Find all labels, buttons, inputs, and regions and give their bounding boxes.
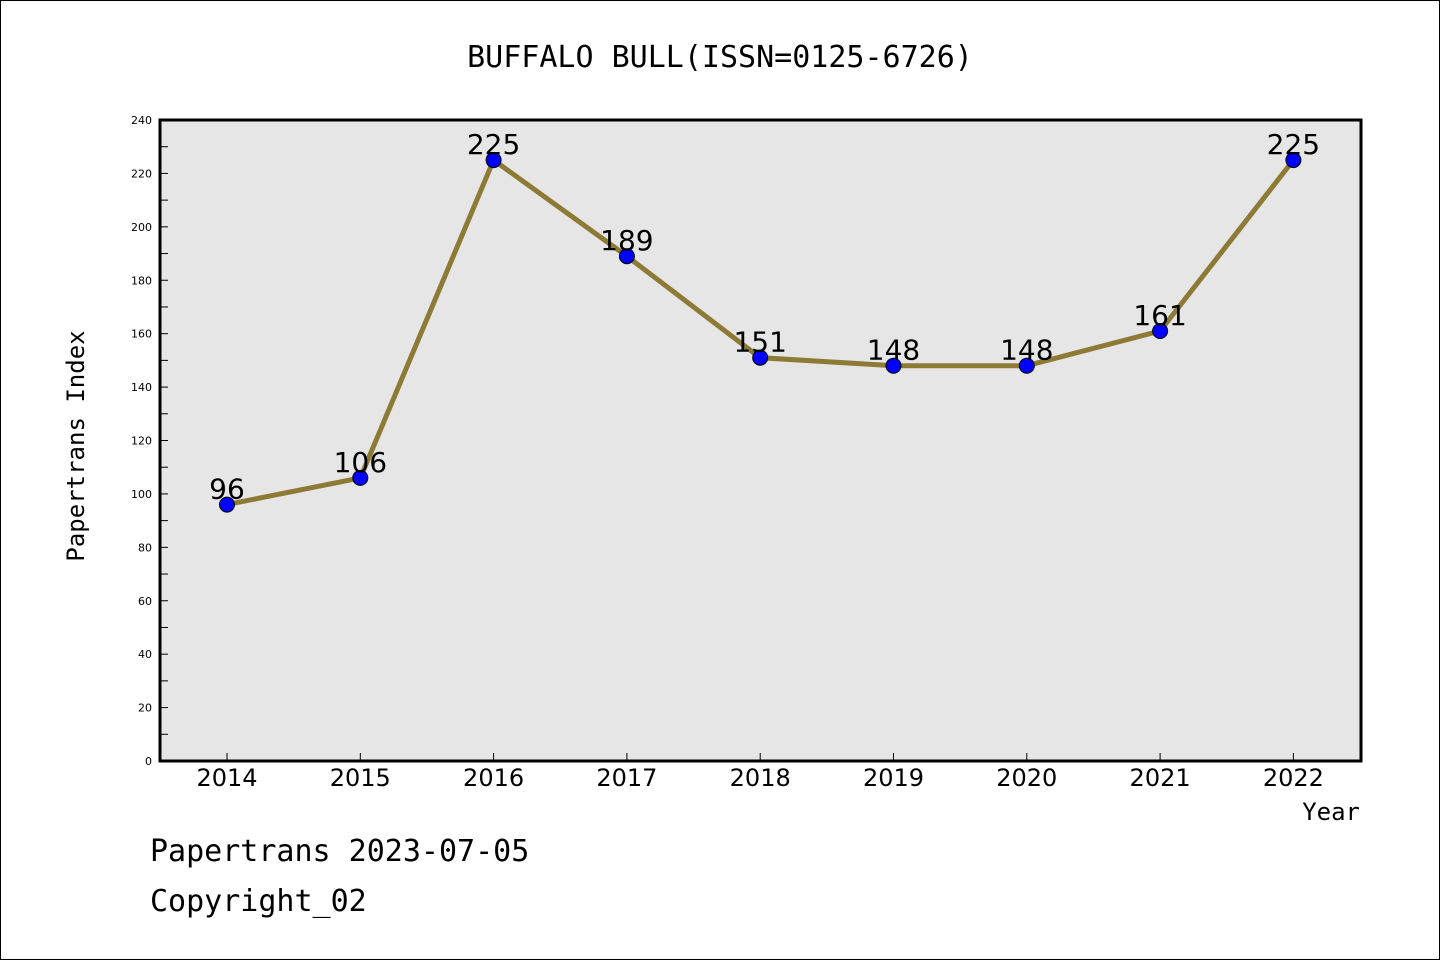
data-point bbox=[618, 248, 635, 265]
data-label: 96 bbox=[209, 473, 245, 506]
y-tick-label: 60 bbox=[138, 595, 152, 608]
data-label: 148 bbox=[867, 334, 920, 367]
data-point bbox=[485, 152, 502, 169]
x-tick-label: 2019 bbox=[863, 764, 924, 792]
data-label: 161 bbox=[1133, 299, 1186, 332]
x-tick-label: 2014 bbox=[196, 764, 257, 792]
y-tick-label: 240 bbox=[131, 114, 152, 127]
y-tick-label: 220 bbox=[131, 167, 152, 180]
y-tick-label: 180 bbox=[131, 274, 152, 287]
y-tick-label: 140 bbox=[131, 381, 152, 394]
y-tick-label: 20 bbox=[138, 702, 152, 715]
y-tick-label: 120 bbox=[131, 435, 152, 448]
y-tick-label: 80 bbox=[138, 541, 152, 554]
x-tick-label: 2018 bbox=[730, 764, 791, 792]
y-axis-label: Papertrans Index bbox=[62, 330, 90, 561]
footer-copyright: Copyright_02 bbox=[150, 884, 367, 919]
data-label: 148 bbox=[1000, 334, 1053, 367]
y-tick-label: 160 bbox=[131, 328, 152, 341]
y-tick-label: 40 bbox=[138, 648, 152, 661]
x-tick-label: 2016 bbox=[463, 764, 524, 792]
series-markers bbox=[219, 152, 1302, 513]
y-tick-label: 200 bbox=[131, 221, 152, 234]
data-label: 151 bbox=[733, 326, 786, 359]
y-axis: 0 20 40 60 80 100 120 140 160 180 200 220 240 bbox=[131, 114, 168, 768]
data-label: 225 bbox=[1267, 128, 1320, 161]
x-tick-label: 2021 bbox=[1130, 764, 1191, 792]
data-point bbox=[1285, 152, 1302, 169]
x-tick-label: 2020 bbox=[996, 764, 1057, 792]
data-point bbox=[885, 357, 902, 374]
data-label: 189 bbox=[600, 224, 653, 257]
data-point bbox=[1152, 322, 1169, 339]
y-tick-label: 0 bbox=[145, 755, 152, 768]
data-labels: 96 106 225 189 151 148 148 161 225 bbox=[209, 128, 1320, 506]
data-label: 225 bbox=[467, 128, 520, 161]
plot-area bbox=[158, 118, 1363, 763]
x-axis-label: Year bbox=[1302, 798, 1360, 826]
footer-date: Papertrans 2023-07-05 bbox=[150, 834, 530, 869]
data-point bbox=[219, 496, 235, 513]
chart-title: BUFFALO BULL(ISSN=0125-6726) bbox=[467, 40, 973, 75]
data-point bbox=[1018, 357, 1035, 374]
x-tick-label: 2017 bbox=[596, 764, 657, 792]
x-tick-label: 2022 bbox=[1263, 764, 1324, 792]
y-tick-label: 100 bbox=[131, 488, 152, 501]
x-axis: 2014 2015 2016 2017 2018 2019 2020 2021 2022 bbox=[196, 753, 1324, 792]
data-point bbox=[352, 469, 369, 486]
x-tick-label: 2015 bbox=[330, 764, 391, 792]
data-label: 106 bbox=[334, 446, 387, 479]
data-point bbox=[752, 349, 769, 366]
